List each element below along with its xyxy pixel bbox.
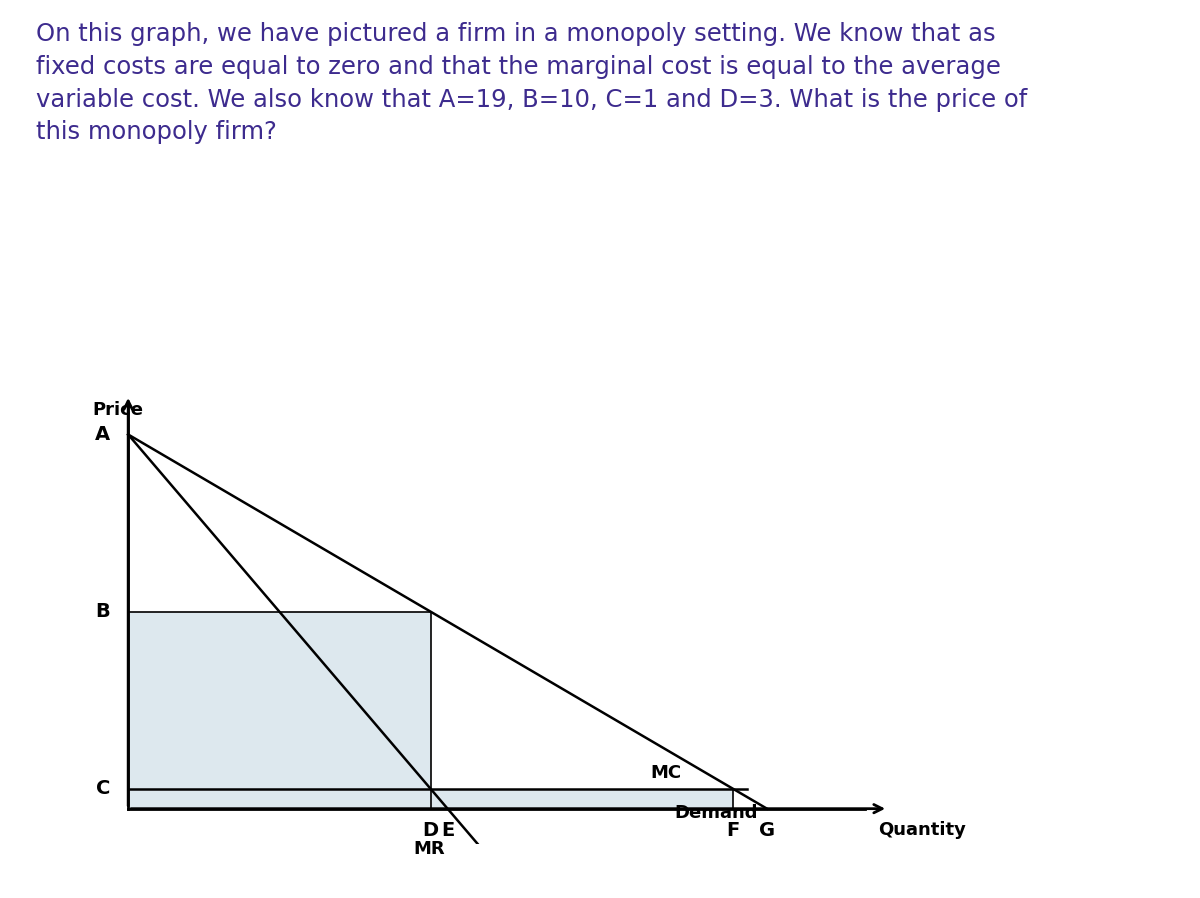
Text: C: C [96,779,110,798]
Text: G: G [758,821,775,840]
Text: F: F [727,821,740,840]
Text: A: A [95,425,110,444]
Text: B: B [95,603,110,621]
Text: Price: Price [92,401,144,419]
Text: E: E [440,821,454,840]
Bar [128,612,431,809]
Bar [431,789,733,809]
Text: MR: MR [413,841,445,858]
Text: Demand: Demand [674,804,758,822]
Text: MC: MC [650,764,682,782]
Text: Quantity: Quantity [878,822,966,840]
Text: D: D [422,821,439,840]
Text: On this graph, we have pictured a firm in a monopoly setting. We know that as
fi: On this graph, we have pictured a firm i… [36,22,1027,144]
